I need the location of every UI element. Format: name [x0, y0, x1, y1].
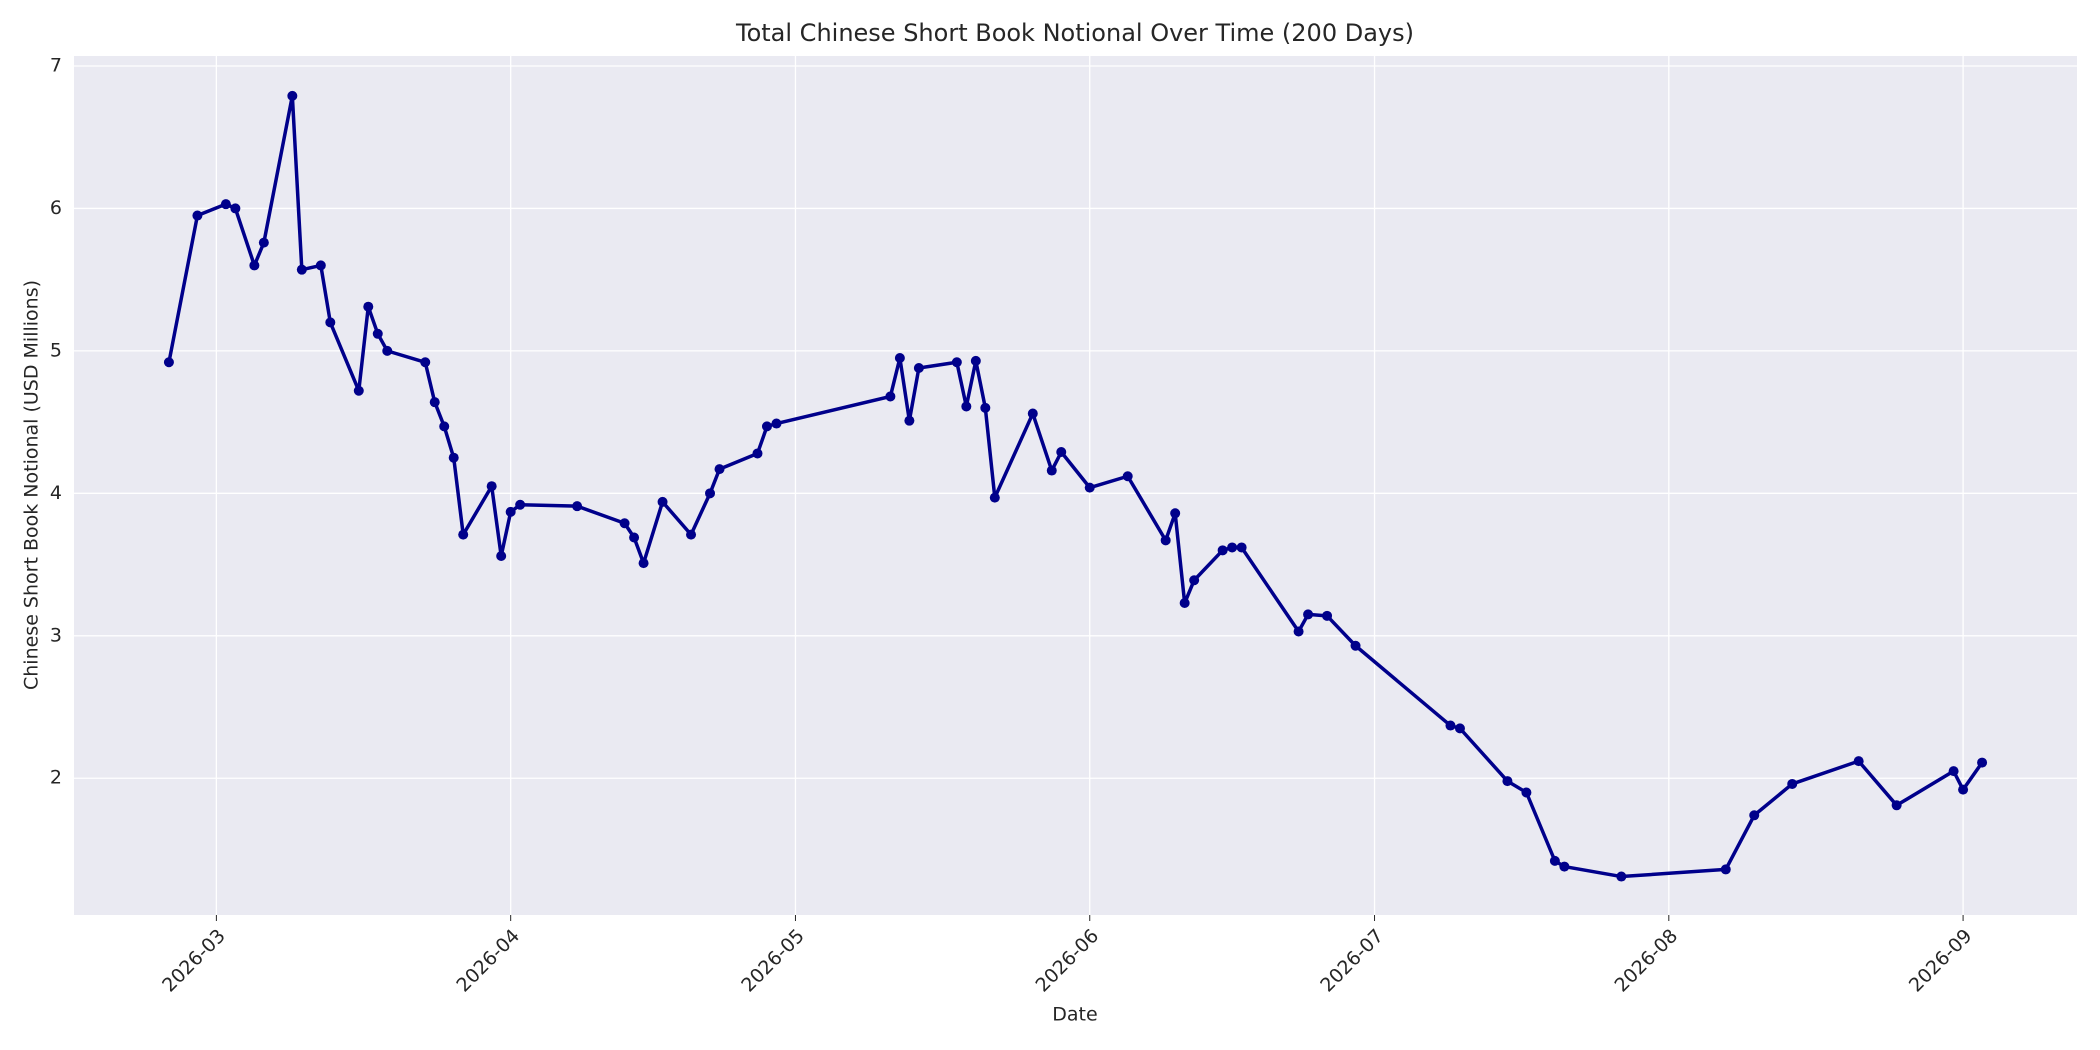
point — [913, 362, 924, 373]
point — [287, 90, 298, 101]
point — [1977, 757, 1988, 768]
point — [970, 355, 981, 366]
point — [1948, 766, 1959, 777]
point — [714, 464, 725, 475]
x-tick-label: 2026-04 — [452, 925, 524, 997]
point — [705, 488, 716, 499]
y-tick-label: 3 — [50, 624, 62, 646]
x-axis-label: Date — [1052, 1004, 1097, 1026]
y-tick-label: 5 — [50, 339, 62, 361]
point — [439, 421, 450, 432]
point — [382, 345, 393, 356]
chart-title: Total Chinese Short Book Notional Over T… — [735, 19, 1414, 47]
point — [486, 481, 497, 492]
point — [771, 418, 782, 429]
point — [1891, 800, 1902, 811]
point — [980, 402, 991, 413]
point — [325, 317, 336, 328]
y-tick-label: 4 — [50, 482, 62, 504]
point — [515, 499, 526, 510]
point — [1853, 756, 1864, 767]
point — [458, 529, 469, 540]
point — [448, 452, 459, 463]
point — [1046, 465, 1057, 476]
point — [496, 551, 507, 562]
point — [372, 328, 383, 339]
point — [258, 237, 269, 248]
point — [363, 301, 374, 312]
point — [1521, 787, 1532, 798]
point — [1958, 784, 1969, 795]
point — [885, 391, 896, 402]
point — [629, 532, 640, 543]
point — [1170, 508, 1181, 519]
point — [1350, 640, 1361, 651]
point — [1549, 855, 1560, 866]
point — [1303, 609, 1314, 620]
point — [989, 492, 1000, 503]
point — [638, 558, 649, 569]
point — [1056, 447, 1067, 458]
point — [752, 448, 763, 459]
y-tick-label: 2 — [50, 767, 62, 789]
point — [420, 357, 431, 368]
y-tick-label: 6 — [50, 197, 62, 219]
point — [1787, 778, 1798, 789]
point — [192, 210, 203, 221]
point — [1122, 471, 1133, 482]
point — [505, 506, 516, 517]
point — [1027, 408, 1038, 419]
point — [353, 385, 364, 396]
point — [961, 401, 972, 412]
x-tick-label: 2026-09 — [1905, 925, 1977, 997]
point — [894, 353, 905, 364]
point — [904, 415, 915, 426]
point — [220, 199, 231, 210]
point — [1227, 542, 1238, 553]
point — [1322, 610, 1333, 621]
point — [761, 421, 772, 432]
point — [1293, 626, 1304, 637]
point — [429, 397, 440, 408]
point — [249, 260, 260, 271]
point — [1720, 864, 1731, 875]
point — [230, 203, 241, 214]
point — [1236, 542, 1247, 553]
point — [1749, 810, 1760, 821]
point — [163, 357, 174, 368]
point — [1160, 535, 1171, 546]
x-tick-label: 2026-08 — [1611, 925, 1683, 997]
point — [572, 501, 583, 512]
point — [296, 264, 307, 275]
point — [686, 529, 697, 540]
y-axis-label: Chinese Short Book Notional (USD Million… — [21, 280, 43, 690]
point — [1189, 575, 1200, 586]
point — [619, 518, 630, 529]
point — [657, 496, 668, 507]
point — [1084, 482, 1095, 493]
point — [1454, 723, 1465, 734]
point — [951, 357, 962, 368]
point — [1217, 545, 1228, 556]
x-tick-label: 2026-06 — [1031, 925, 1103, 997]
plot-area — [74, 56, 2077, 915]
point — [1179, 598, 1190, 609]
point — [1502, 776, 1513, 787]
point — [315, 260, 326, 271]
point — [1559, 861, 1570, 872]
x-tick-label: 2026-03 — [158, 925, 230, 997]
x-tick-label: 2026-07 — [1316, 925, 1388, 997]
y-tick-label: 7 — [50, 54, 62, 76]
point — [1616, 871, 1627, 882]
x-tick-label: 2026-05 — [737, 925, 809, 997]
point — [1445, 720, 1456, 731]
